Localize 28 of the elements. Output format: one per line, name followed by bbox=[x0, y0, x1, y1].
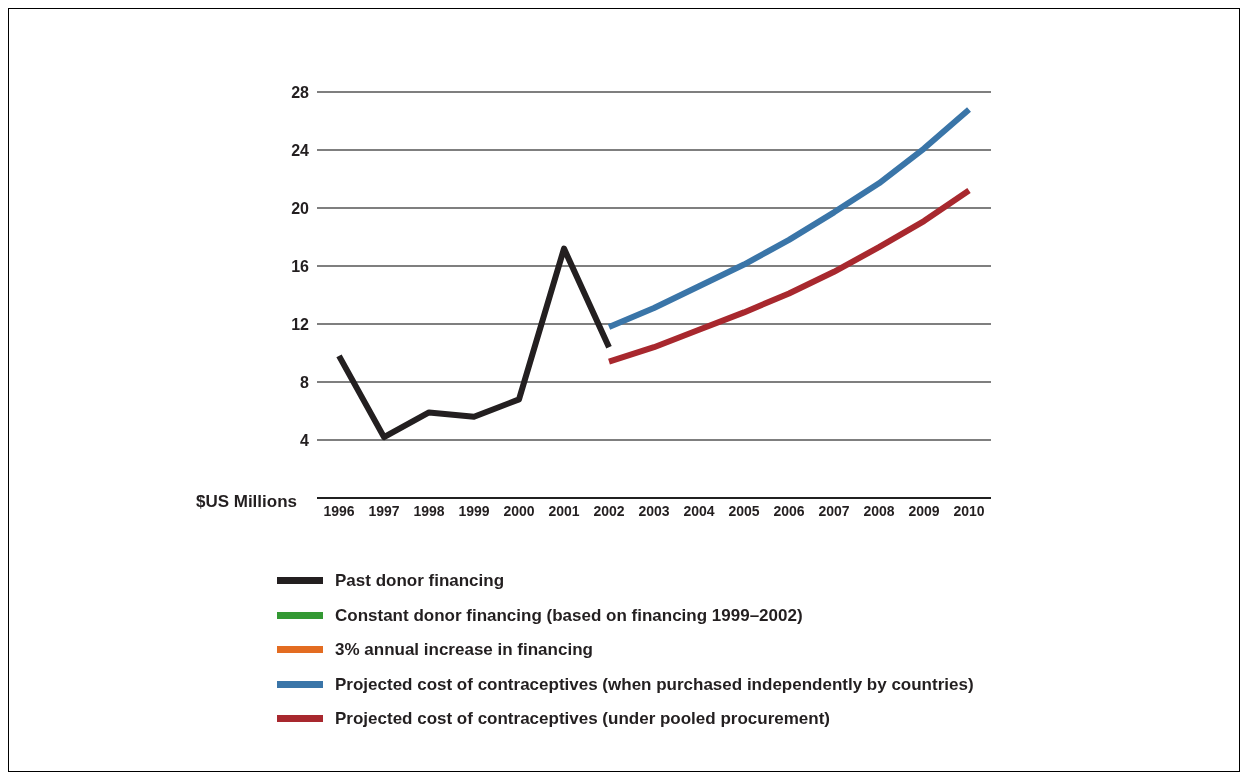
legend-label: Projected cost of contraceptives (when purchased independently by countries) bbox=[335, 674, 974, 695]
x-tick-label: 2000 bbox=[503, 502, 535, 519]
x-tick-label: 2008 bbox=[863, 502, 895, 519]
x-tick-label: 2005 bbox=[728, 502, 760, 519]
x-tick-label: 1997 bbox=[368, 502, 400, 519]
x-tick-label: 1996 bbox=[323, 502, 355, 519]
legend-label: Past donor financing bbox=[335, 571, 505, 592]
legend-label: Projected cost of contraceptives (under pooled procurement) bbox=[335, 709, 830, 730]
y-tick-label: 8 bbox=[300, 373, 310, 391]
x-tick-label: 2006 bbox=[773, 502, 805, 519]
y-tick-label: 4 bbox=[300, 431, 310, 449]
x-tick-label: 2004 bbox=[683, 502, 715, 519]
x-tick-label: 1998 bbox=[413, 502, 445, 519]
legend-label: Constant donor financing (based on financing 1999–2002) bbox=[335, 605, 803, 626]
y-tick-label: 16 bbox=[291, 257, 310, 275]
y-tick-label: 12 bbox=[291, 315, 310, 333]
x-tick-label: 2002 bbox=[593, 502, 625, 519]
legend-label: 3% annual increase in financing bbox=[335, 640, 593, 661]
y-tick-label: 28 bbox=[291, 83, 310, 101]
x-tick-label: 2009 bbox=[908, 502, 940, 519]
y-axis-title: $US Millions bbox=[194, 492, 297, 512]
y-tick-label: 20 bbox=[291, 199, 310, 217]
x-tick-label: 1999 bbox=[458, 502, 490, 519]
x-tick-label: 2001 bbox=[548, 502, 580, 519]
x-tick-label: 2003 bbox=[638, 502, 670, 519]
x-tick-label: 2007 bbox=[818, 502, 850, 519]
y-tick-label: 24 bbox=[291, 141, 310, 159]
x-tick-label: 2010 bbox=[953, 502, 985, 519]
